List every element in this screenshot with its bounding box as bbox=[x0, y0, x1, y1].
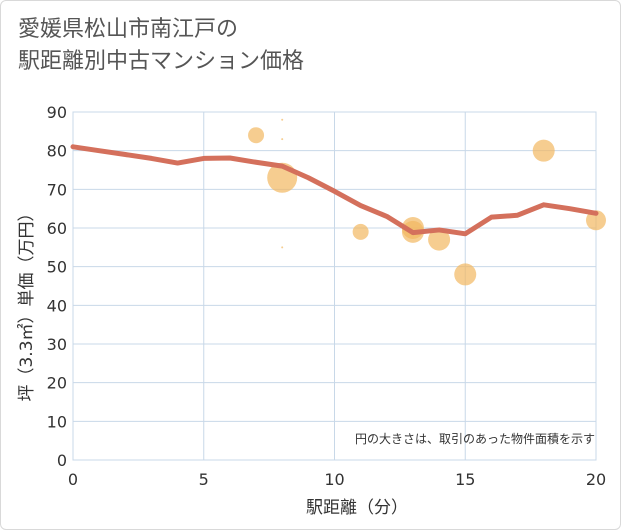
x-tick-label: 10 bbox=[324, 470, 344, 489]
x-tick-label: 0 bbox=[68, 470, 78, 489]
y-tick-label: 20 bbox=[47, 374, 67, 393]
data-bubble bbox=[532, 139, 555, 162]
trend-line bbox=[70, 144, 599, 237]
x-tick-label: 20 bbox=[586, 470, 606, 489]
data-bubble bbox=[281, 138, 284, 141]
x-tick-label: 5 bbox=[199, 470, 209, 489]
y-tick-label: 90 bbox=[47, 103, 67, 122]
trend-line-layer bbox=[70, 144, 599, 237]
y-tick-label: 60 bbox=[47, 219, 67, 238]
x-tick-label: 15 bbox=[455, 470, 475, 489]
data-bubble bbox=[586, 210, 606, 231]
y-tick-label: 80 bbox=[47, 142, 67, 161]
y-tick-label: 10 bbox=[47, 412, 67, 431]
data-bubble bbox=[454, 263, 477, 286]
y-axis-title: 坪（3.3㎡）単価（万円） bbox=[17, 204, 37, 401]
x-axis-title: 駅距離（分） bbox=[306, 498, 408, 518]
data-bubble bbox=[428, 228, 451, 251]
y-tick-label: 50 bbox=[47, 258, 67, 277]
chart-title-line-2: 駅距離別中古マンション価格 bbox=[18, 49, 305, 74]
axis-layer: 0 10 20 30 40 50 60 70 80 90 0 5 10 15 20 bbox=[47, 103, 607, 489]
chart-title: 愛媛県松山市南江戸の 駅距離別中古マンション価格 bbox=[18, 14, 304, 78]
grid-layer bbox=[72, 111, 597, 461]
y-tick-label: 0 bbox=[57, 451, 67, 470]
data-bubble bbox=[352, 223, 369, 240]
data-bubble bbox=[281, 246, 284, 249]
y-tick-label: 70 bbox=[47, 180, 67, 199]
chart-title-line-1: 愛媛県松山市南江戸の bbox=[18, 17, 239, 42]
bubble-size-note: 円の大きさは、取引のあった物件面積を示す bbox=[355, 431, 595, 446]
y-tick-label: 30 bbox=[47, 335, 67, 354]
data-bubble bbox=[281, 118, 284, 121]
data-bubble bbox=[248, 127, 265, 144]
y-tick-label: 40 bbox=[47, 296, 67, 315]
bubble-layer bbox=[248, 118, 606, 286]
